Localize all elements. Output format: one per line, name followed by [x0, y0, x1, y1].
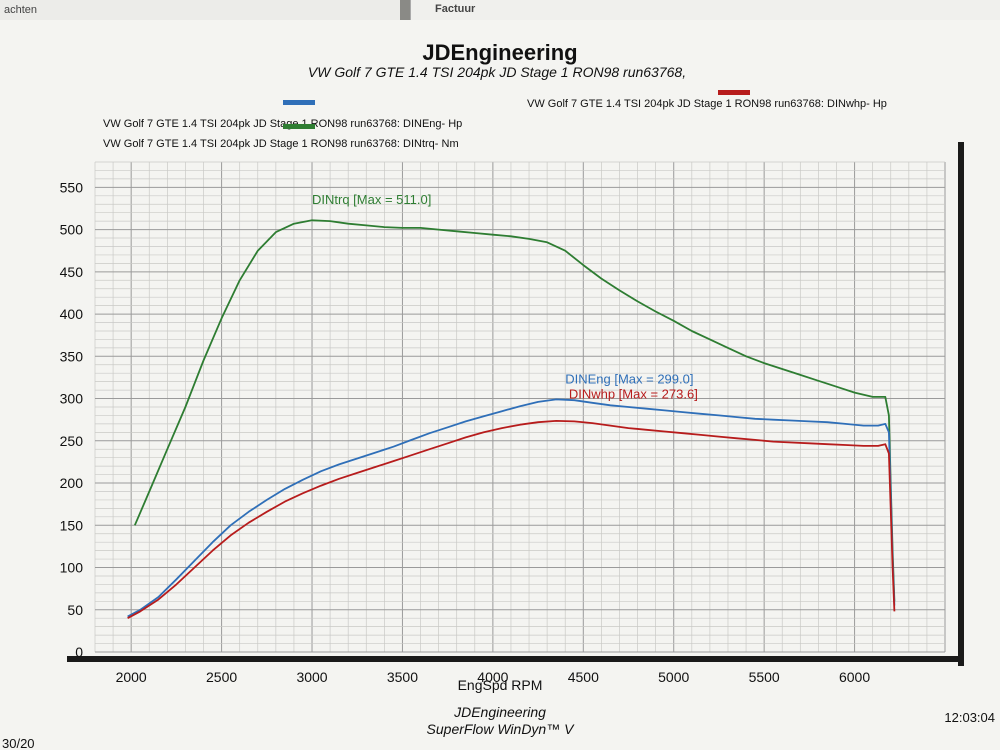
series-annotation-2: DINwhp [Max = 273.6]	[569, 387, 698, 402]
legend-entry-dinwhp: VW Golf 7 GTE 1.4 TSI 204pk JD Stage 1 R…	[527, 98, 887, 110]
x-tick-label: 6000	[839, 669, 870, 685]
chart-annotations: DINtrq [Max = 511.0] DINEng [Max = 299.0]…	[312, 192, 698, 401]
chart-title: JDEngineering	[422, 40, 577, 65]
footer-corner-text: 30/20	[2, 736, 35, 750]
y-tick-label: 300	[60, 391, 84, 407]
y-tick-label: 550	[60, 179, 84, 195]
x-tick-label: 4500	[568, 669, 599, 685]
y-tick-label: 400	[60, 306, 84, 322]
x-tick-label: 4000	[477, 669, 508, 685]
x-tick-label: 2500	[206, 669, 237, 685]
x-tick-label: 3500	[387, 669, 418, 685]
x-axis-ticks: 2000 2500 3000 3500 4000 4500 5000 5500 6000	[116, 669, 871, 685]
y-tick-label: 50	[67, 602, 83, 618]
y-tick-label: 0	[75, 644, 83, 660]
background-sheet-right-text: Factuur	[435, 3, 476, 15]
plot-border-bottom	[67, 656, 964, 662]
plot-border-right	[958, 142, 964, 666]
y-tick-label: 350	[60, 348, 84, 364]
series-line-1	[127, 398, 896, 618]
legend-swatch-dineng	[283, 100, 315, 105]
legend-swatch-dinwhp	[718, 90, 750, 95]
legend-entry-dintrq: VW Golf 7 GTE 1.4 TSI 204pk JD Stage 1 R…	[103, 138, 459, 150]
series-annotation-1: DINEng [Max = 299.0]	[565, 371, 693, 386]
series-annotation-0: DINtrq [Max = 511.0]	[312, 192, 431, 207]
dyno-printout: JDEngineering VW Golf 7 GTE 1.4 TSI 204p…	[0, 20, 1000, 750]
y-tick-label: 150	[60, 517, 84, 533]
series-line-2	[127, 420, 896, 619]
series-line-0	[133, 219, 896, 602]
plot-grid	[94, 161, 946, 653]
chart-subtitle: VW Golf 7 GTE 1.4 TSI 204pk JD Stage 1 R…	[308, 64, 686, 80]
x-axis-label: EngSpd RPM	[458, 677, 543, 693]
x-tick-label: 3000	[296, 669, 327, 685]
footer-line-1: JDEngineering	[453, 704, 546, 720]
background-sheet-left-text: achten	[4, 4, 38, 16]
legend-swatch-dintrq	[283, 124, 315, 129]
y-tick-label: 450	[60, 264, 84, 280]
dyno-chart: JDEngineering VW Golf 7 GTE 1.4 TSI 204p…	[2, 40, 995, 750]
y-tick-label: 200	[60, 475, 84, 491]
legend-entry-dineng: VW Golf 7 GTE 1.4 TSI 204pk JD Stage 1 R…	[103, 118, 462, 130]
y-axis-ticks: 0 50 100 150 200 250 300 350 400 450 500 550	[60, 179, 84, 660]
y-tick-label: 100	[60, 560, 84, 576]
chart-series	[127, 219, 896, 619]
footer-line-2: SuperFlow WinDyn™ V	[427, 721, 576, 737]
y-tick-label: 500	[60, 222, 84, 238]
background-sheet-right: Factuur	[410, 0, 1000, 22]
x-tick-label: 2000	[116, 669, 147, 685]
x-tick-label: 5000	[658, 669, 689, 685]
legend: VW Golf 7 GTE 1.4 TSI 204pk JD Stage 1 R…	[103, 90, 887, 150]
y-tick-label: 250	[60, 433, 84, 449]
x-tick-label: 5500	[749, 669, 780, 685]
footer-time: 12:03:04	[944, 710, 995, 725]
